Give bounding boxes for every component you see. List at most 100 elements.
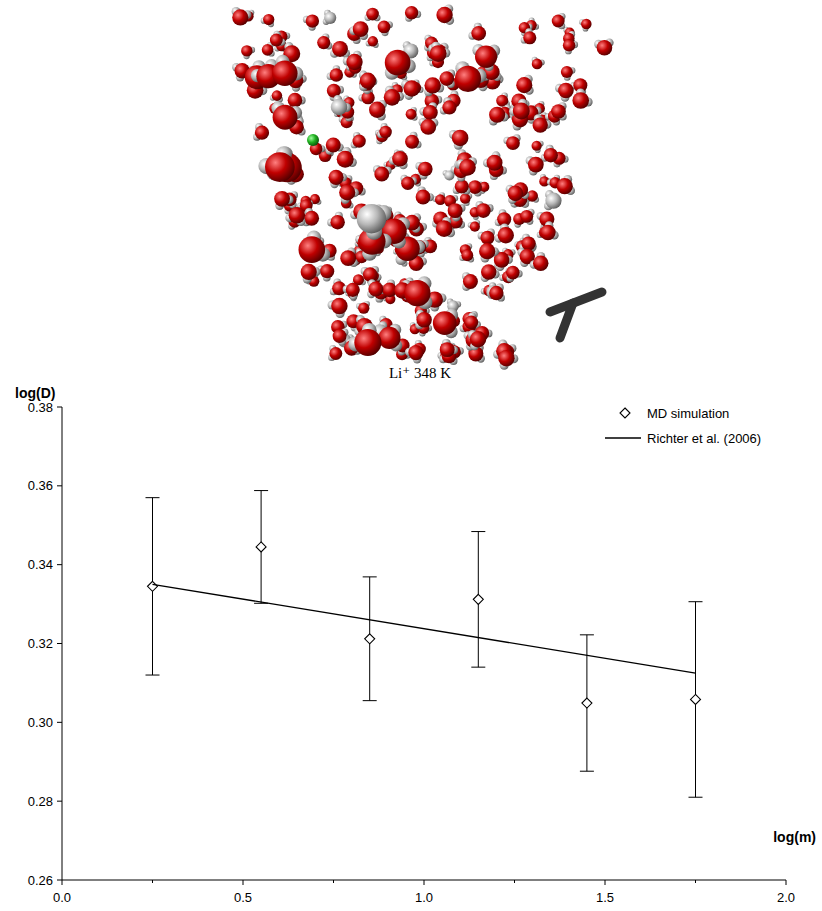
water-molecule	[327, 65, 343, 82]
water-molecule	[323, 10, 337, 25]
y-axis-title: log(D)	[15, 385, 55, 401]
water-molecule	[343, 51, 363, 70]
water-molecule	[453, 180, 471, 195]
oxygen	[288, 93, 303, 108]
water-molecule	[365, 8, 381, 21]
x-axis-title: log(m)	[773, 829, 816, 845]
oxygen	[320, 264, 334, 278]
axes: 0.260.280.300.320.340.360.380.00.51.01.5…	[28, 400, 795, 906]
data-point	[365, 634, 375, 644]
water-molecule	[373, 165, 392, 181]
x-tick	[786, 880, 787, 885]
water-molecule	[436, 217, 455, 237]
error-cap	[471, 531, 485, 532]
oxygen	[468, 180, 482, 194]
water-molecule	[530, 252, 549, 271]
water-molecule	[301, 264, 321, 284]
water-molecule	[406, 107, 418, 121]
oxygen	[408, 345, 423, 360]
oxygen	[440, 342, 455, 357]
water-molecule	[298, 230, 330, 262]
oxygen	[306, 14, 319, 27]
water-molecule	[415, 162, 432, 180]
oxygen	[528, 157, 544, 173]
water-molecule	[483, 151, 503, 170]
oxygen	[357, 204, 386, 233]
oxygen	[551, 104, 566, 119]
oxygen	[384, 89, 401, 106]
water-molecule	[478, 229, 495, 245]
legend-label: Richter et al. (2006)	[647, 431, 761, 446]
error-cap	[146, 497, 160, 498]
oxygen	[489, 107, 505, 123]
water-molecule	[551, 102, 567, 120]
oxygen	[289, 207, 306, 224]
error-bar	[363, 577, 377, 701]
water-molecule	[359, 71, 376, 91]
legend-swatch	[605, 437, 641, 438]
oxygen	[540, 225, 556, 241]
water-molecule	[270, 31, 286, 47]
caption: Li⁺ 348 K	[389, 365, 451, 381]
oxygen	[379, 126, 392, 139]
x-tick-label: 1.0	[415, 890, 433, 905]
oxygen	[346, 54, 362, 70]
oxygen	[463, 274, 478, 289]
y-tick-label: 0.36	[28, 478, 53, 493]
y-tick	[57, 801, 62, 802]
oxygen	[263, 14, 274, 25]
oxygen	[366, 8, 379, 21]
water-molecule	[419, 102, 437, 120]
oxygen	[476, 203, 491, 218]
oxygen	[369, 102, 385, 118]
water-molecule	[503, 134, 520, 150]
axis-triad	[550, 292, 602, 338]
plot-area	[146, 491, 703, 798]
oxygen	[301, 264, 317, 280]
water-molecule	[272, 55, 303, 86]
oxygen	[498, 350, 514, 366]
water-molecule	[552, 13, 566, 29]
water-molecule	[331, 95, 351, 115]
error-bar	[471, 532, 485, 668]
oxygen	[272, 90, 283, 101]
oxygen	[561, 66, 573, 78]
oxygen	[557, 178, 573, 194]
water-molecule	[436, 4, 454, 25]
oxygen	[533, 117, 548, 132]
water-molecule	[533, 114, 552, 133]
water-molecule	[572, 88, 592, 108]
water-molecule	[594, 38, 614, 55]
error-cap	[146, 675, 160, 676]
x-tick-label: 0.0	[53, 890, 71, 905]
water-molecule	[384, 86, 404, 106]
oxygen	[332, 41, 348, 57]
water-molecule	[340, 247, 358, 267]
oxygen	[298, 236, 325, 263]
y-tick	[57, 880, 62, 881]
water-molecule	[328, 298, 348, 318]
oxygen	[430, 45, 447, 62]
water-molecule	[541, 145, 558, 163]
x-minor-tick	[514, 880, 515, 883]
water-molecule	[361, 266, 379, 282]
water-molecule	[369, 100, 387, 121]
oxygen	[241, 45, 252, 56]
y-tick-label: 0.34	[28, 557, 53, 572]
water-molecule	[385, 50, 416, 80]
x-minor-tick	[333, 880, 334, 883]
lithium-ion	[307, 134, 319, 146]
y-tick	[57, 722, 62, 723]
oxygen	[404, 280, 430, 306]
water-molecule	[389, 151, 408, 169]
water-molecule	[274, 191, 293, 210]
oxygen	[506, 266, 520, 280]
water-molecule	[351, 132, 366, 148]
water-molecule	[516, 75, 533, 95]
water-molecule	[456, 157, 477, 176]
oxygen	[513, 102, 530, 119]
water-molecule	[521, 28, 537, 44]
oxygen	[378, 327, 400, 349]
molecule-rendering	[232, 4, 614, 369]
oxygen	[461, 249, 473, 261]
